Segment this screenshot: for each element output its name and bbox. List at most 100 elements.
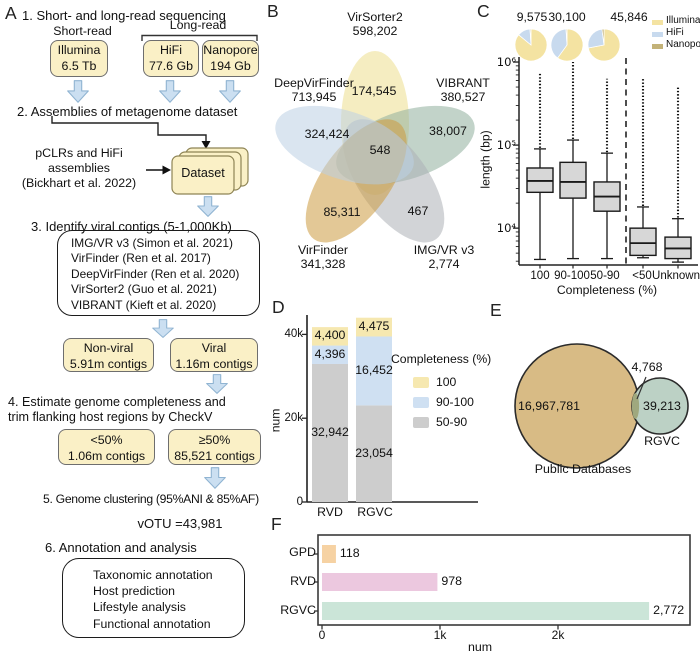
votu-text: vOTU =43,981 xyxy=(137,516,223,531)
legend-title: Completeness (%) xyxy=(391,352,492,366)
legend-label: HiFi xyxy=(666,27,684,38)
legend-swatch-nanopore xyxy=(652,44,663,49)
stacked-bar-d xyxy=(302,315,478,503)
lt50-sub: 1.06m contigs xyxy=(67,448,146,463)
pie-chart-2 xyxy=(550,28,584,62)
bar-RGVC xyxy=(322,602,650,620)
venn-set-name: VirFinder xyxy=(297,243,349,257)
bar-segment-value: 32,942 xyxy=(311,424,349,439)
venn-overlap-count: 4,768 xyxy=(631,360,663,374)
annotation-box: Taxonomic annotation Host prediction Lif… xyxy=(62,558,245,638)
bar-segment-value: 16,452 xyxy=(355,362,393,377)
dataset-stack-icon xyxy=(171,147,249,195)
step4-line2: trim flanking host regions by CheckV xyxy=(8,410,213,424)
step2-text: 2. Assemblies of metagenome dataset xyxy=(17,104,238,119)
ge50-box: ≥50% 85,521 contigs xyxy=(168,429,261,465)
venn-unique-count: 467 xyxy=(407,204,429,218)
tool-item: VirFinder (Ren et al. 2017) xyxy=(71,251,211,266)
nonviral-sub: 5.91m contigs xyxy=(69,356,148,371)
venn-unique-count: 38,007 xyxy=(429,124,467,138)
bar-segment-value: 4,400 xyxy=(314,328,346,343)
dataset-label: Dataset xyxy=(181,166,225,180)
panel-e-label: E xyxy=(490,300,502,320)
x-tick-label: 1k xyxy=(433,628,447,642)
venn-set-size: 341,328 xyxy=(300,257,346,271)
down-arrow-icon xyxy=(219,80,241,103)
hifi-name: HiFi xyxy=(159,43,183,57)
ge50-sub: 85,521 contigs xyxy=(174,448,255,463)
venn-unique-count: 85,311 xyxy=(323,205,361,219)
nonviral-box: Non-viral 5.91m contigs xyxy=(63,338,154,372)
venn-set-size: 2,774 xyxy=(428,257,460,271)
nonviral-title: Non-viral xyxy=(83,341,134,355)
viral-title: Viral xyxy=(201,341,227,355)
long-read-label: Long-read xyxy=(169,18,227,32)
tool-item: VIBRANT (Kieft et al. 2020) xyxy=(71,297,217,312)
short-read-label: Short-read xyxy=(53,24,112,38)
overlap-pointer-line xyxy=(636,376,647,400)
viral-box: Viral 1.16m contigs xyxy=(170,338,258,372)
venn-diagram-e xyxy=(514,343,689,469)
tools-box: IMG/VR v3 (Simon et al. 2021) VirFinder … xyxy=(57,230,260,316)
y-tick-label: 20k xyxy=(284,412,303,424)
illumina-amount: 6.5 Tb xyxy=(61,58,97,73)
bar-segment-value: 4,475 xyxy=(358,319,390,334)
tool-item: IMG/VR v3 (Simon et al. 2021) xyxy=(71,236,233,250)
stacked-bar-RVD xyxy=(312,327,348,502)
down-arrow-icon xyxy=(204,467,226,489)
tool-item: DeepVirFinder (Ren et al. 2020) xyxy=(71,266,240,281)
pie-count-label: 9,575 xyxy=(516,10,548,24)
venn-set-size: 713,945 xyxy=(291,90,337,104)
venn-left-count: 16,967,781 xyxy=(517,399,580,413)
bar-segment-value: 4,396 xyxy=(314,346,346,361)
boxplot-c xyxy=(513,28,698,269)
legend-swatch-50-90 xyxy=(413,417,429,428)
x-tick-label: <50 xyxy=(632,270,652,282)
legend-label: Illumina xyxy=(666,15,700,26)
boxplot-box-Unknown xyxy=(664,87,692,269)
y-axis-title: num xyxy=(268,408,283,433)
pie-count-label: 30,100 xyxy=(548,10,586,24)
plot-frame xyxy=(317,534,691,626)
legend-swatch-100 xyxy=(413,377,429,388)
y-tick-label: 10⁶ xyxy=(496,55,516,69)
down-arrow-icon xyxy=(197,196,219,217)
bar-value-label: 2,772 xyxy=(653,603,685,617)
panel-a-label: A xyxy=(5,3,17,23)
step1-text: 1. Short- and long-read sequencing xyxy=(22,8,226,23)
y-tick-label: 10⁴ xyxy=(496,221,516,235)
hifi-amount: 77.6 Gb xyxy=(148,58,194,73)
venn-center-count: 548 xyxy=(369,143,391,157)
stacked-bar-RGVC xyxy=(356,317,392,502)
x-axis-title: Completeness (%) xyxy=(556,283,658,297)
legend-label: 90-100 xyxy=(436,395,474,409)
down-arrow-icon xyxy=(152,319,174,338)
x-tick-label: 50-90 xyxy=(590,270,620,282)
venn-set-size: 380,527 xyxy=(440,90,486,104)
boxplot-box-50-90 xyxy=(593,78,621,269)
venn-petal-DeepVirFinder xyxy=(275,105,414,185)
legend-label: 100 xyxy=(436,375,457,389)
y-tick-label: RVD xyxy=(290,574,316,588)
step4-line1: 4. Estimate genome completeness and xyxy=(8,395,226,409)
boxplot-box-90-100 xyxy=(559,62,587,269)
nanopore-name: Nanopore xyxy=(203,43,258,57)
panel-f-label: F xyxy=(271,514,282,534)
pclr-line1: pCLRs and HiFi xyxy=(35,146,123,160)
legend-swatch-90-100 xyxy=(413,397,429,408)
x-tick-label: 2k xyxy=(551,628,565,642)
bar-chart-f xyxy=(314,534,691,630)
venn-left-label: Public Databases xyxy=(534,462,632,476)
panel-d-label: D xyxy=(272,297,285,317)
annotation-item: Lifestyle analysis xyxy=(93,600,186,615)
lt50-box: <50% 1.06m contigs xyxy=(58,429,155,465)
annotation-item: Functional annotation xyxy=(93,616,211,631)
x-tick-label: 100 xyxy=(530,270,550,282)
panel-c-label: C xyxy=(477,1,490,21)
legend-swatch-hifi xyxy=(652,32,663,37)
nanopore-amount: 194 Gb xyxy=(210,58,251,73)
down-arrow-icon xyxy=(206,374,228,394)
bar-segment-value: 23,054 xyxy=(355,445,393,460)
x-tick-label: RGVC xyxy=(357,505,393,519)
pclr-line2: assemblies xyxy=(48,161,110,176)
